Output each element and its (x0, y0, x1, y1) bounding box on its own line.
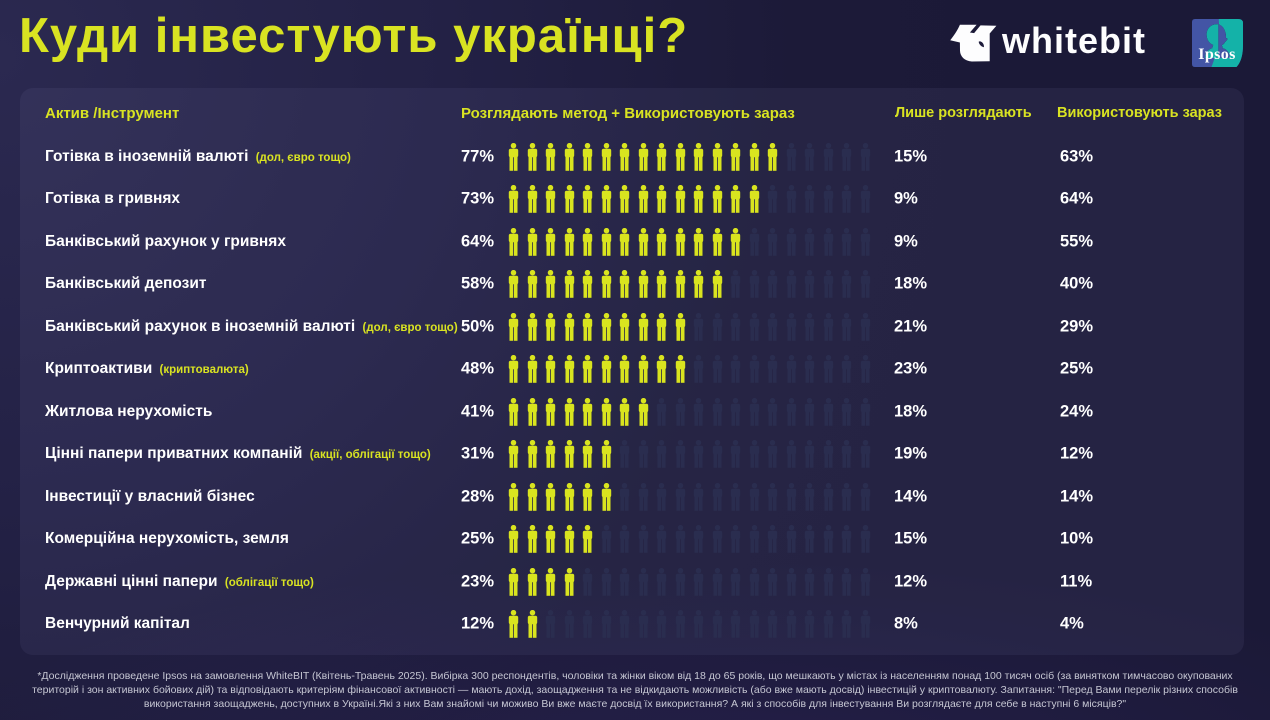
svg-text:Ipsos: Ipsos (1198, 46, 1236, 63)
